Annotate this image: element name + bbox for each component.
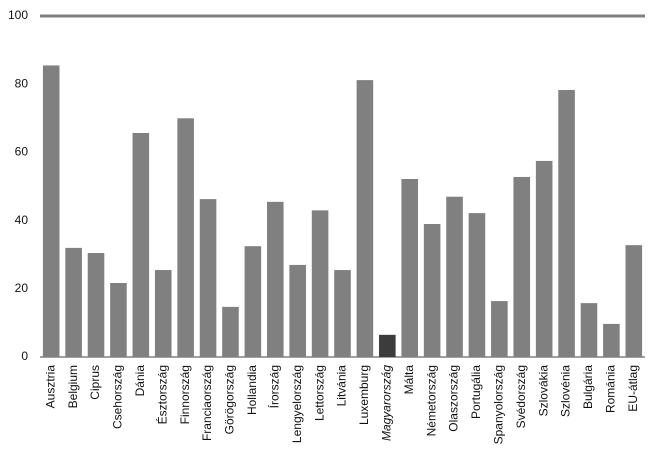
x-tick-label: Ciprus (88, 365, 102, 400)
bar (625, 245, 643, 357)
x-tick-label: Belgium (66, 365, 80, 408)
bar (423, 224, 441, 357)
bar (311, 210, 329, 357)
bar (199, 199, 217, 357)
x-tick-label: Spanyolország (492, 365, 506, 444)
bar (65, 247, 82, 357)
x-tick-label: Dánia (133, 365, 147, 397)
bar (87, 252, 105, 357)
bar (244, 246, 262, 357)
y-tick-label: 80 (15, 76, 29, 90)
bar (491, 301, 508, 357)
y-tick-label: 20 (15, 281, 29, 295)
x-tick-label: Litvánia (335, 365, 349, 407)
bar (110, 283, 127, 357)
bar (446, 196, 463, 357)
bar (266, 201, 284, 357)
x-tick-label: Szlovákia (536, 365, 550, 417)
x-tick-label: Lettország (312, 365, 326, 421)
x-tick-label: Románia (604, 365, 618, 413)
bar (177, 118, 194, 357)
x-tick-label: Olaszország (447, 365, 461, 432)
x-tick-label: Ausztria (43, 365, 57, 409)
bar (401, 178, 419, 357)
bar (580, 303, 598, 357)
x-tick-label: Magyarország (379, 365, 393, 441)
y-tick-label: 0 (21, 349, 28, 363)
bar (334, 270, 351, 357)
x-tick-label: Németország (424, 365, 438, 436)
x-tick-label: Szlovénia (559, 365, 573, 417)
x-tick-label: Hollandia (245, 365, 259, 415)
bar (356, 80, 374, 357)
bar (42, 65, 60, 357)
bar (154, 270, 172, 357)
y-tick-label: 100 (8, 8, 28, 22)
x-tick-label: Málta (402, 365, 416, 395)
bar (603, 323, 620, 357)
x-tick-label: Franciaország (200, 365, 214, 441)
bar (379, 334, 396, 357)
x-tick-label: Finnország (178, 365, 192, 424)
x-tick-label: Írország (266, 365, 281, 408)
bar (222, 306, 239, 357)
x-tick-label: Svédország (514, 365, 528, 428)
bar (289, 264, 306, 357)
bar (558, 89, 575, 357)
x-tick-label: Portugália (469, 365, 483, 419)
bar (513, 176, 531, 357)
x-tick-label: EU-átlag (626, 365, 640, 412)
bar (468, 213, 486, 357)
x-tick-label: Csehország (111, 365, 125, 429)
x-tick-label: Görögország (223, 365, 237, 434)
x-tick-label: Luxemburg (357, 365, 371, 425)
x-tick-label: Bulgária (581, 365, 595, 409)
y-tick-label: 40 (15, 213, 29, 227)
y-tick-label: 60 (15, 145, 29, 159)
x-tick-label: Lengyelország (290, 365, 304, 443)
bar (132, 132, 150, 357)
x-tick-label: Észtország (154, 365, 169, 424)
bar (535, 160, 553, 357)
